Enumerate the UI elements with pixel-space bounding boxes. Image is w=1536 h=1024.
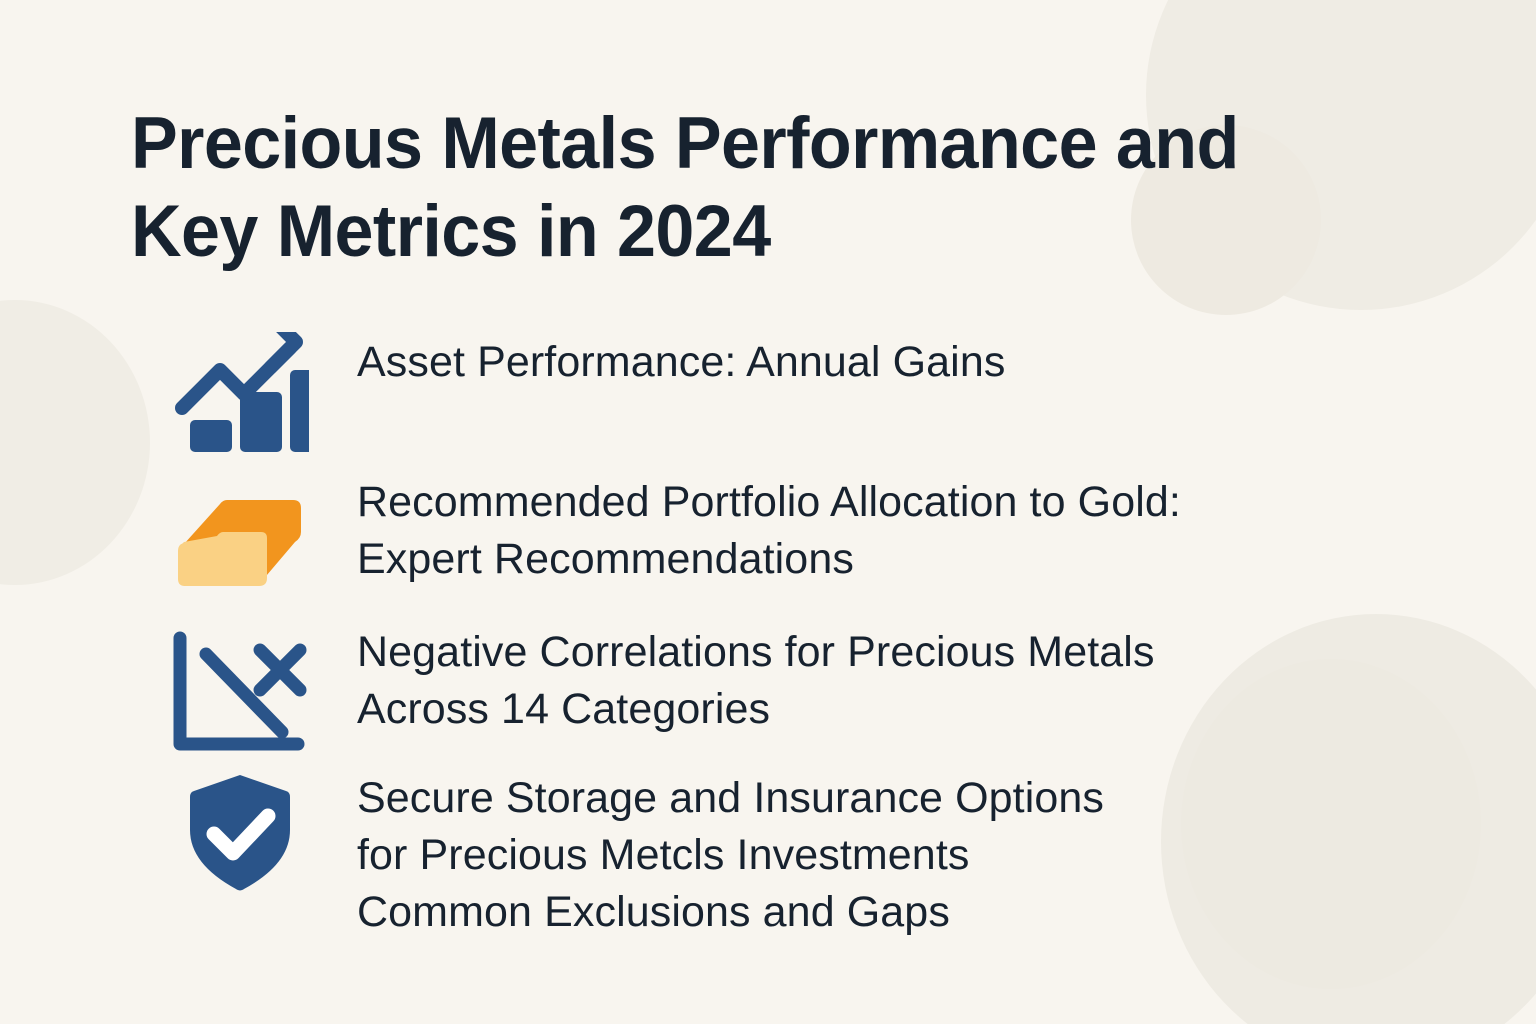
page-title-line-1: Precious Metals Performance bbox=[131, 103, 1098, 184]
list-item-icon-cell bbox=[168, 468, 357, 594]
list-item-line: Across 14 Categories bbox=[357, 685, 771, 734]
list-item: Negative Correlations for Precious Metal… bbox=[0, 618, 1536, 766]
key-metrics-list: Asset Performance: Annual Gains Recommen… bbox=[0, 320, 1536, 956]
list-item: Asset Performance: Annual Gains bbox=[0, 320, 1536, 468]
list-item-icon-cell bbox=[168, 766, 357, 894]
list-item-line: Negative Correlations for Precious Metal… bbox=[357, 628, 1155, 676]
page-title-line-2: and Key Metrics in 2024 bbox=[131, 103, 1239, 273]
page-title: Precious Metals Performance and Key Metr… bbox=[131, 100, 1264, 277]
list-item: Secure Storage and Insurance Options for… bbox=[0, 766, 1536, 956]
shield-check-icon bbox=[190, 775, 290, 891]
list-item-icon-cell bbox=[168, 618, 357, 756]
list-item-line: Recommended Portfolio Allocation to Gold… bbox=[357, 478, 1181, 526]
list-item-text: Negative Correlations for Precious Metal… bbox=[357, 618, 1536, 738]
list-item-text: Recommended Portfolio Allocation to Gold… bbox=[357, 468, 1536, 588]
list-item: Recommended Portfolio Allocation to Gold… bbox=[0, 468, 1536, 618]
negative-correlation-chart-icon bbox=[173, 631, 307, 751]
list-item-text: Asset Performance: Annual Gains bbox=[357, 320, 1536, 391]
list-item-line: Asset Performance: Annual Gains bbox=[357, 338, 1006, 386]
list-item-line: Common Exclusions and Gaps bbox=[357, 888, 950, 937]
list-item-icon-cell bbox=[168, 320, 357, 452]
list-item-line: for Precious Metcls Investments bbox=[357, 831, 970, 880]
gold-bar-icon bbox=[178, 500, 301, 586]
list-item-line: Expert Recommendations bbox=[357, 535, 854, 584]
list-item-text: Secure Storage and Insurance Options for… bbox=[357, 766, 1536, 942]
growth-chart-icon bbox=[175, 332, 309, 452]
list-item-line: Secure Storage and Insurance Options bbox=[357, 774, 1105, 822]
